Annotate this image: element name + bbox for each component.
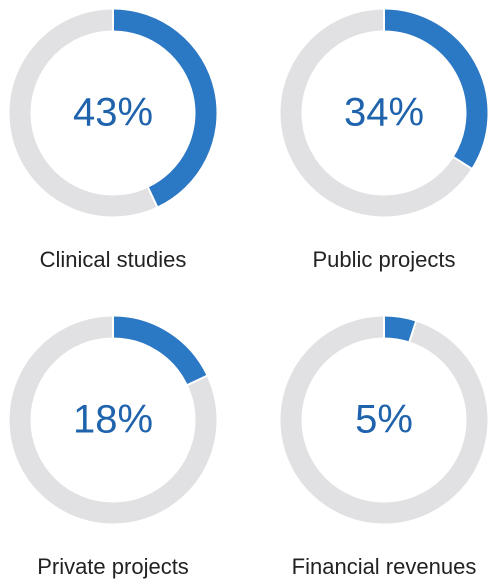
arc-gap — [186, 374, 208, 387]
chart-title: Financial revenues — [292, 554, 477, 579]
donut-arc — [112, 316, 207, 386]
donut-arc — [383, 9, 488, 169]
donut-arc — [383, 316, 416, 342]
chart-title: Public projects — [312, 247, 455, 272]
arc-gap — [408, 320, 418, 343]
arc-gap — [146, 186, 159, 208]
chart-title: Clinical studies — [40, 247, 187, 272]
center-value: 5% — [355, 398, 413, 442]
arc-gap — [452, 155, 473, 170]
center-value: 34% — [344, 91, 424, 135]
donut-arc — [112, 9, 217, 207]
center-value: 43% — [73, 91, 153, 135]
center-value: 18% — [73, 398, 153, 442]
chart-title: Private projects — [37, 554, 189, 579]
